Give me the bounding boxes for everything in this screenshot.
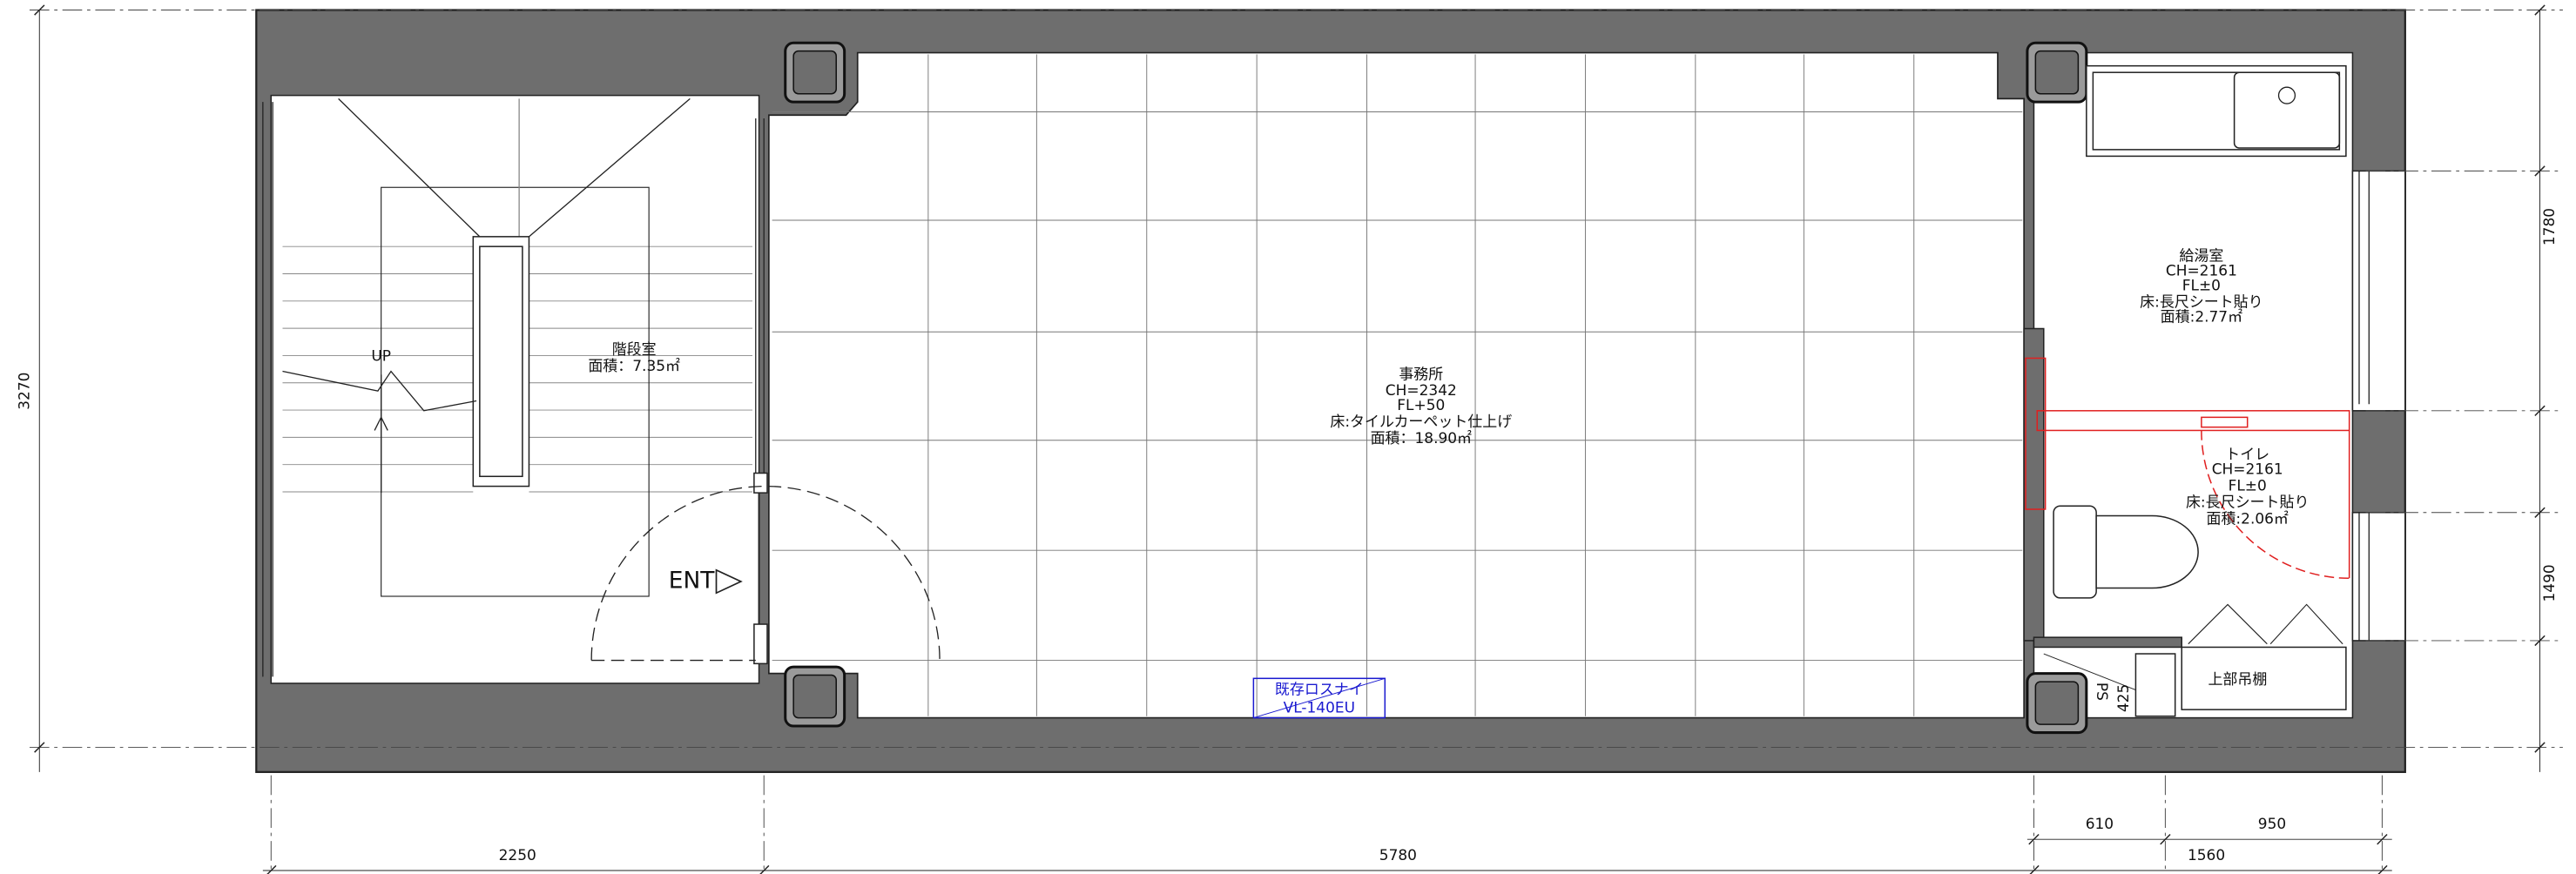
- dimension-text: 610: [2086, 816, 2114, 833]
- closet-door: [2188, 603, 2268, 645]
- entrance-arrow: [715, 568, 743, 595]
- drain: [2277, 86, 2296, 104]
- pipe-space-size: 425: [2115, 684, 2133, 712]
- dimension-tick: [2534, 635, 2546, 647]
- column-core: [792, 674, 837, 719]
- new-partition: [2036, 410, 2350, 432]
- entrance-label: ENT: [669, 568, 715, 595]
- room-name: トイレ: [2225, 447, 2269, 464]
- floor-finish: 床:タイルカーペット仕上げ: [1330, 413, 1512, 431]
- wet-area-floor: [2033, 51, 2354, 719]
- ventilator: [1252, 677, 1386, 719]
- labels: 階段室 面積：7.35㎡ UP ENT 事務所 CH=2342 FL+50 床:…: [16, 208, 2559, 864]
- walls: [255, 9, 2406, 773]
- toilet-door: [2201, 416, 2249, 428]
- dimension-tick: [2160, 833, 2171, 845]
- shelf-label: 上部吊棚: [2208, 671, 2267, 689]
- dimension-tick: [2028, 833, 2040, 845]
- door-frame: [753, 623, 768, 665]
- room-area: 面積：7.35㎡: [588, 358, 680, 375]
- floor-finish: 床:長尺シート貼り: [2140, 293, 2262, 311]
- room-area: 面積:2.77㎡: [2161, 308, 2242, 326]
- floor-level: FL±0: [2229, 478, 2267, 495]
- dimension-text: 1780: [2541, 208, 2559, 245]
- ventilator-line: [1253, 677, 1386, 719]
- dimension-tick: [34, 742, 45, 753]
- dimension-text: 5780: [1379, 847, 1417, 864]
- partition-wall: [2033, 636, 2182, 649]
- room-name: 給湯室: [2179, 247, 2223, 265]
- door-swing: [590, 485, 941, 661]
- closet-door: [2269, 603, 2343, 645]
- room-name: 事務所: [1399, 366, 1443, 383]
- pipe-space-line: [2043, 653, 2136, 690]
- handrail-inner: [479, 245, 523, 478]
- room-area: 面積：18.90㎡: [1371, 430, 1472, 447]
- dimension-text: 1490: [2541, 564, 2559, 602]
- stair-line: [529, 97, 691, 238]
- stair-line: [338, 97, 481, 238]
- dimension-tick: [2534, 4, 2546, 16]
- floor-finish: 床:長尺シート貼り: [2186, 494, 2309, 511]
- toilet-bowl: [2095, 514, 2199, 589]
- sink: [2233, 71, 2341, 149]
- dimension-tick: [2534, 742, 2546, 753]
- dimension-text: 3270: [16, 373, 33, 410]
- stair-up: UP: [371, 348, 391, 366]
- window-opening: [2351, 170, 2406, 412]
- shelf: [2181, 646, 2347, 710]
- handrail: [472, 236, 530, 487]
- stair-arrow: [282, 370, 477, 412]
- ventilator-model: VL-140EU: [1284, 699, 1355, 716]
- pipe-space-label: PS: [2093, 682, 2110, 701]
- ceiling-height: CH=2161: [2212, 461, 2283, 479]
- toilet-door-swing: [2201, 430, 2350, 579]
- door-frame: [753, 472, 768, 494]
- dimension-tick: [2377, 833, 2388, 845]
- room-name: 階段室: [612, 341, 657, 359]
- column-core: [2034, 681, 2080, 725]
- room-area: 面積:2.06㎡: [2207, 510, 2289, 528]
- dimension-text: 1560: [2188, 847, 2225, 864]
- pipe-space: [2134, 653, 2176, 717]
- floor-level: FL+50: [1397, 397, 1445, 414]
- dimension-tick: [2534, 507, 2546, 518]
- arrow-head: [374, 415, 388, 431]
- new-partition: [2025, 357, 2047, 510]
- dimension-tick: [34, 4, 45, 16]
- fixtures: [29, 4, 2563, 874]
- dimension-text: 2250: [499, 847, 536, 864]
- dimension-text: 950: [2258, 816, 2286, 833]
- ceiling-height: CH=2161: [2166, 262, 2237, 279]
- partition-wall: [2023, 327, 2045, 642]
- dimension-tick: [2534, 405, 2546, 417]
- toilet-tank: [2053, 505, 2097, 599]
- counter: [2086, 64, 2347, 158]
- ceiling-height: CH=2342: [1386, 382, 1457, 400]
- column-core: [2034, 50, 2080, 95]
- dimension-tick: [2534, 165, 2546, 177]
- ventilator-name: 既存ロスナイ: [1275, 682, 1364, 699]
- column-core: [792, 50, 837, 95]
- floor-level: FL±0: [2182, 277, 2221, 294]
- window-opening: [2351, 512, 2406, 642]
